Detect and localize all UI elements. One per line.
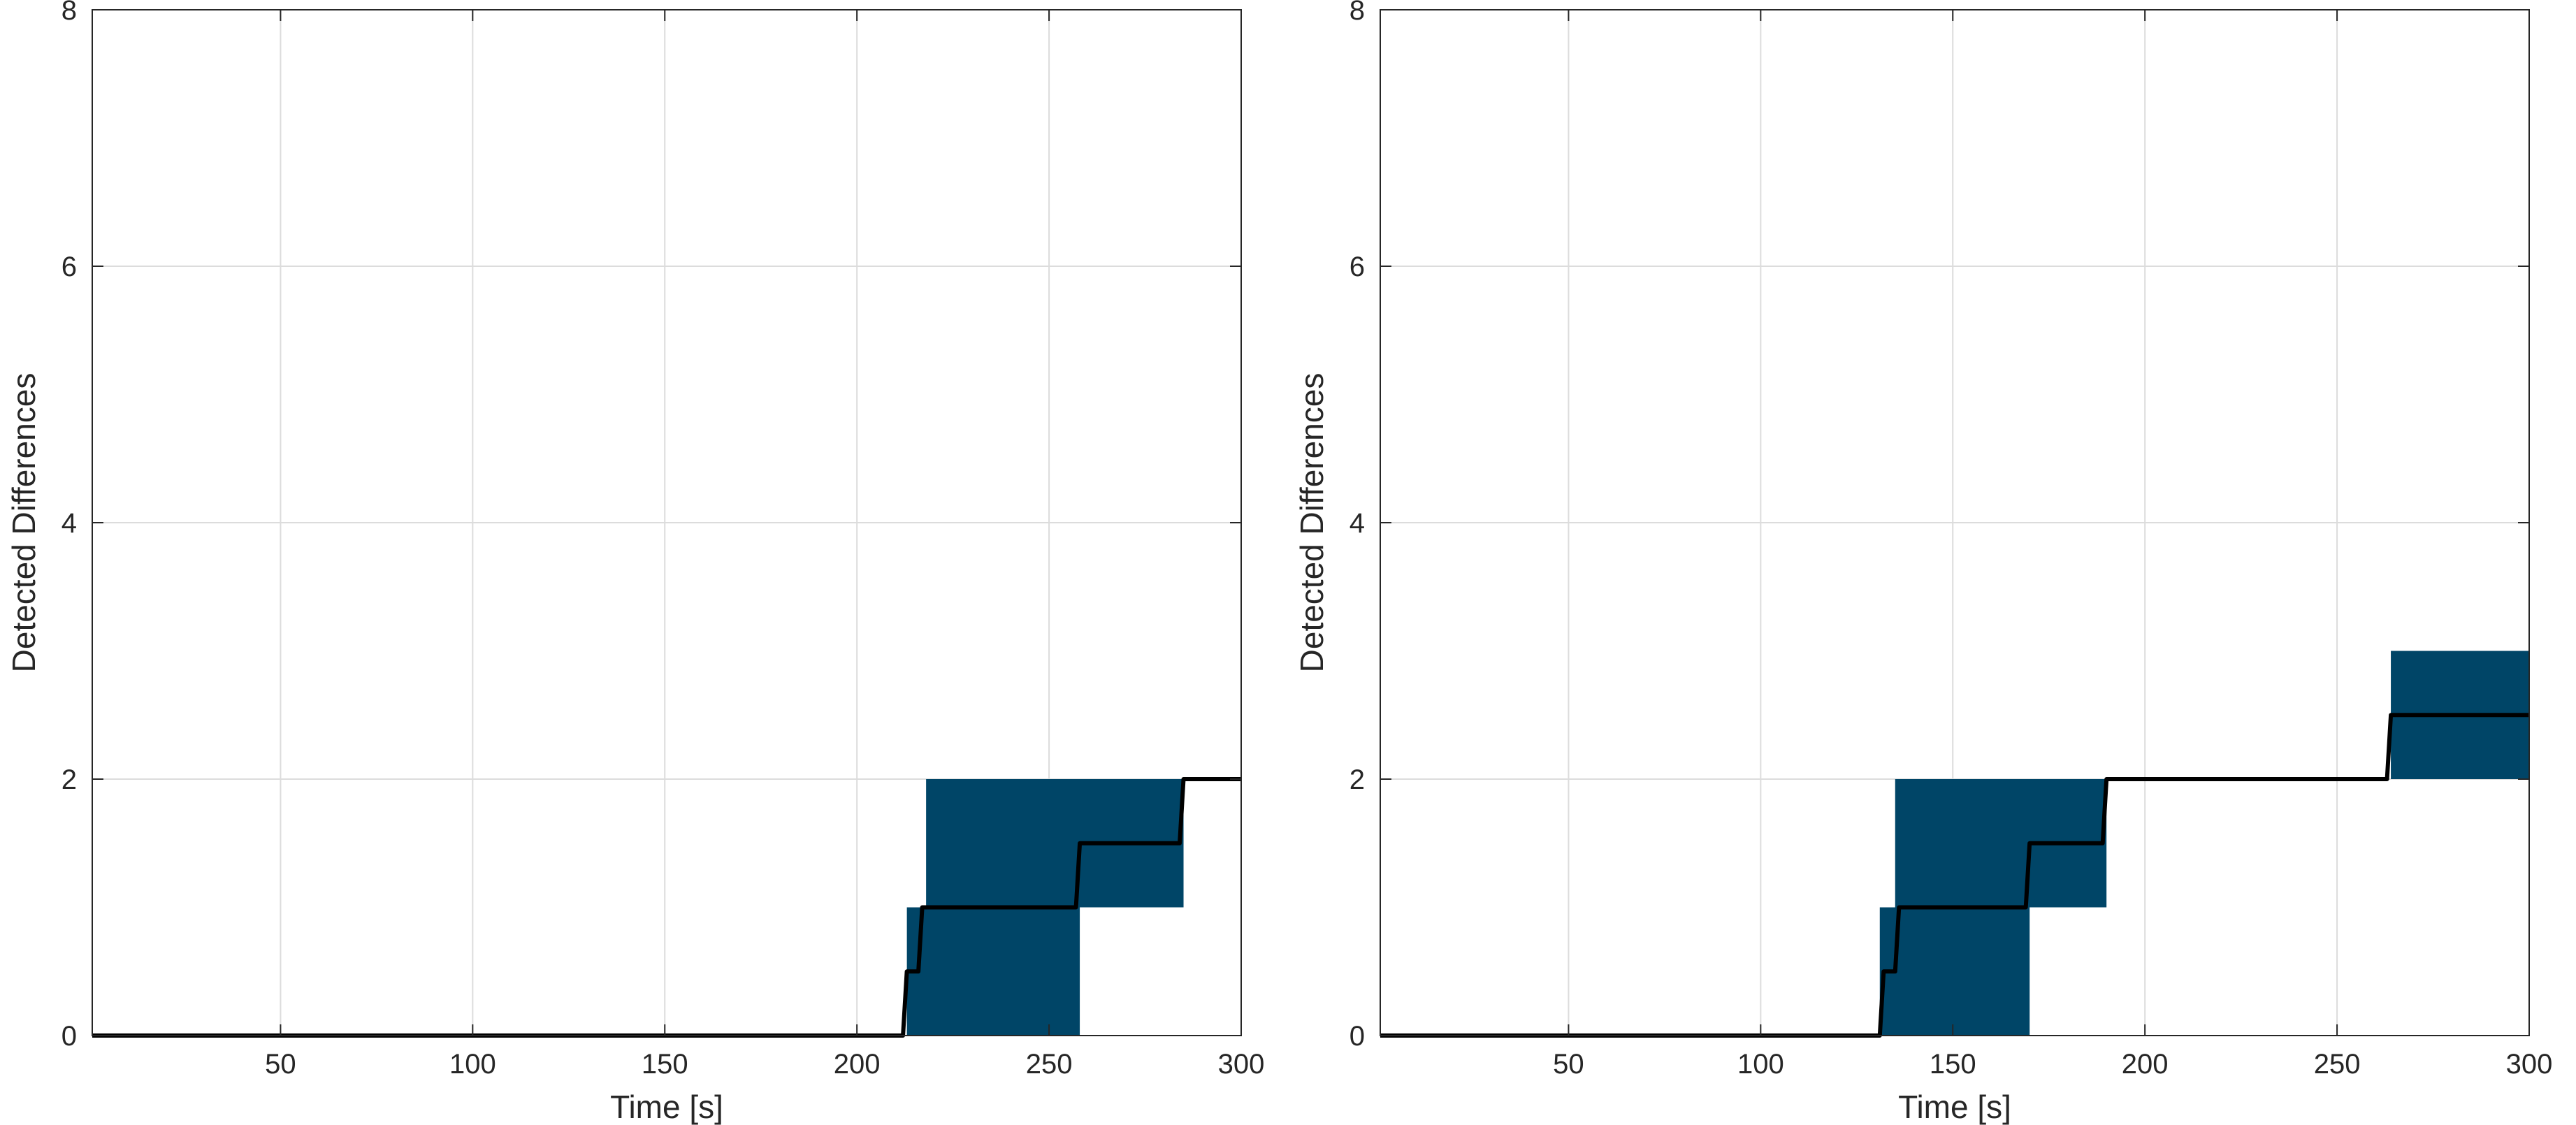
y-tick-label: 6 bbox=[61, 252, 77, 282]
chart-left: 50 100 150 200 250 300 0 2 4 6 8 Time [s] Detected D… bbox=[6, 0, 1264, 1125]
x-tick-label: 250 bbox=[2314, 1049, 2361, 1080]
x-tick-label: 300 bbox=[1218, 1049, 1265, 1080]
x-axis-label: Time [s] bbox=[1898, 1089, 2011, 1125]
y-tick-label: 0 bbox=[61, 1021, 77, 1052]
y-axis-label: Detected Differences bbox=[1294, 373, 1330, 673]
x-axis-label: Time [s] bbox=[610, 1089, 723, 1125]
x-tick-label: 50 bbox=[265, 1049, 296, 1080]
x-tick-label: 250 bbox=[1026, 1049, 1073, 1080]
y-tick-label: 2 bbox=[1349, 764, 1365, 795]
x-tick-label: 150 bbox=[1930, 1049, 1976, 1080]
x-tick-label: 50 bbox=[1553, 1049, 1584, 1080]
x-tick-label: 100 bbox=[449, 1049, 496, 1080]
y-axis-label: Detected Differences bbox=[6, 373, 42, 673]
detected-differences-line bbox=[1380, 713, 2529, 1038]
chart-right: 50 100 150 200 250 300 0 2 4 6 8 Time [s] Detected D… bbox=[1294, 0, 2552, 1125]
y-tick-label: 6 bbox=[1349, 252, 1365, 282]
y-tick-label: 8 bbox=[61, 0, 77, 26]
y-tick-label: 4 bbox=[1349, 508, 1365, 539]
y-tick-label: 2 bbox=[61, 764, 77, 795]
x-tick-label: 300 bbox=[2506, 1049, 2553, 1080]
y-tick-label: 0 bbox=[1349, 1021, 1365, 1052]
y-tick-label: 8 bbox=[1349, 0, 1365, 26]
x-tick-label: 100 bbox=[1737, 1049, 1784, 1080]
uncertainty-band-0 bbox=[906, 907, 1080, 1036]
x-tick-label: 150 bbox=[642, 1049, 688, 1080]
detected-differences-line bbox=[92, 777, 1241, 1038]
x-tick-label: 200 bbox=[2122, 1049, 2169, 1080]
x-tick-label: 200 bbox=[834, 1049, 881, 1080]
uncertainty-band-0 bbox=[1879, 907, 2030, 1036]
y-tick-label: 4 bbox=[61, 508, 77, 539]
